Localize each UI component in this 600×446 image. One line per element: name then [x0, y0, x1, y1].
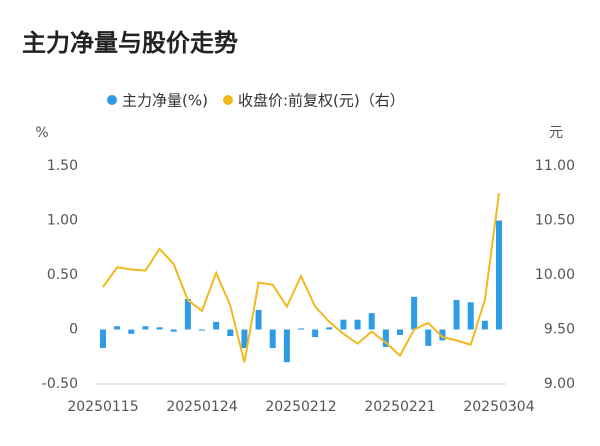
bar [283, 329, 290, 363]
x-tick-label: 20250221 [364, 399, 435, 415]
bar [425, 329, 432, 346]
bar [269, 329, 276, 349]
y-tick-label: -0.50 [42, 376, 78, 392]
y-tick-label: 0.50 [47, 267, 78, 283]
bar [100, 329, 106, 349]
y2-tick-label: 10.50 [535, 213, 575, 229]
legend-label: 收盘价:前复权(元)（右） [238, 92, 405, 110]
y-tick-label: 0 [69, 322, 78, 338]
bar [439, 329, 446, 341]
bar [453, 300, 460, 330]
bar [213, 321, 220, 330]
bar [340, 319, 347, 330]
bar [184, 298, 191, 330]
bar [397, 329, 403, 335]
bar [298, 328, 304, 330]
bar [199, 329, 205, 331]
x-tick-label: 20250115 [67, 399, 138, 415]
y2-unit: 元 [549, 125, 563, 141]
y2-tick-label: 9.50 [544, 322, 575, 338]
bar [114, 326, 121, 330]
bar [255, 309, 262, 330]
bar [411, 296, 418, 330]
y-tick-label: 1.50 [47, 158, 78, 174]
bar [326, 327, 333, 330]
bar [227, 329, 234, 337]
bar [312, 329, 319, 338]
bar [496, 220, 502, 330]
bar [170, 329, 177, 332]
bar [156, 327, 163, 330]
price-line [102, 193, 500, 363]
x-tick-label: 20250124 [166, 399, 237, 415]
bar [354, 319, 361, 330]
bar [481, 320, 488, 330]
y2-tick-label: 10.00 [535, 267, 575, 283]
legend-marker [107, 95, 117, 105]
legend-label: 主力净量(%) [122, 92, 208, 110]
x-tick-label: 20250304 [463, 399, 534, 415]
y-tick-label: 1.00 [47, 213, 78, 229]
y-unit: % [35, 125, 48, 141]
bar [467, 302, 474, 330]
legend-marker [222, 95, 233, 105]
x-tick-label: 20250212 [265, 399, 336, 415]
y2-tick-label: 9.00 [544, 376, 575, 392]
bar [382, 329, 389, 347]
chart-title: 主力净量与股价走势 [22, 29, 238, 57]
y2-tick-label: 11.00 [535, 158, 575, 174]
bar [368, 313, 375, 330]
bar [128, 329, 135, 334]
bar [241, 329, 248, 349]
bar [142, 326, 149, 330]
